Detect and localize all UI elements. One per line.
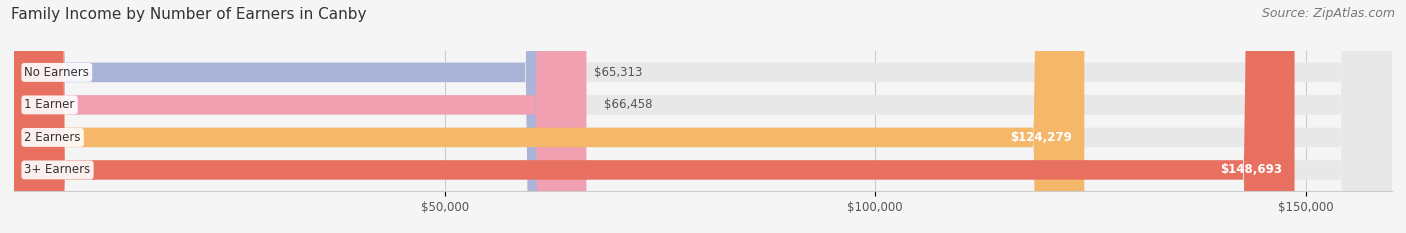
FancyBboxPatch shape xyxy=(14,0,1392,233)
FancyBboxPatch shape xyxy=(14,0,1392,233)
Text: No Earners: No Earners xyxy=(24,66,89,79)
Text: $124,279: $124,279 xyxy=(1010,131,1071,144)
FancyBboxPatch shape xyxy=(14,0,1295,233)
Text: $66,458: $66,458 xyxy=(603,98,652,111)
Text: $148,693: $148,693 xyxy=(1219,163,1282,176)
FancyBboxPatch shape xyxy=(14,0,576,233)
Text: 3+ Earners: 3+ Earners xyxy=(24,163,90,176)
FancyBboxPatch shape xyxy=(14,0,1392,233)
Text: Source: ZipAtlas.com: Source: ZipAtlas.com xyxy=(1261,7,1395,20)
FancyBboxPatch shape xyxy=(14,0,1084,233)
Text: Family Income by Number of Earners in Canby: Family Income by Number of Earners in Ca… xyxy=(11,7,367,22)
FancyBboxPatch shape xyxy=(14,0,586,233)
Text: $65,313: $65,313 xyxy=(593,66,643,79)
Text: 2 Earners: 2 Earners xyxy=(24,131,82,144)
FancyBboxPatch shape xyxy=(14,0,1392,233)
Text: 1 Earner: 1 Earner xyxy=(24,98,75,111)
